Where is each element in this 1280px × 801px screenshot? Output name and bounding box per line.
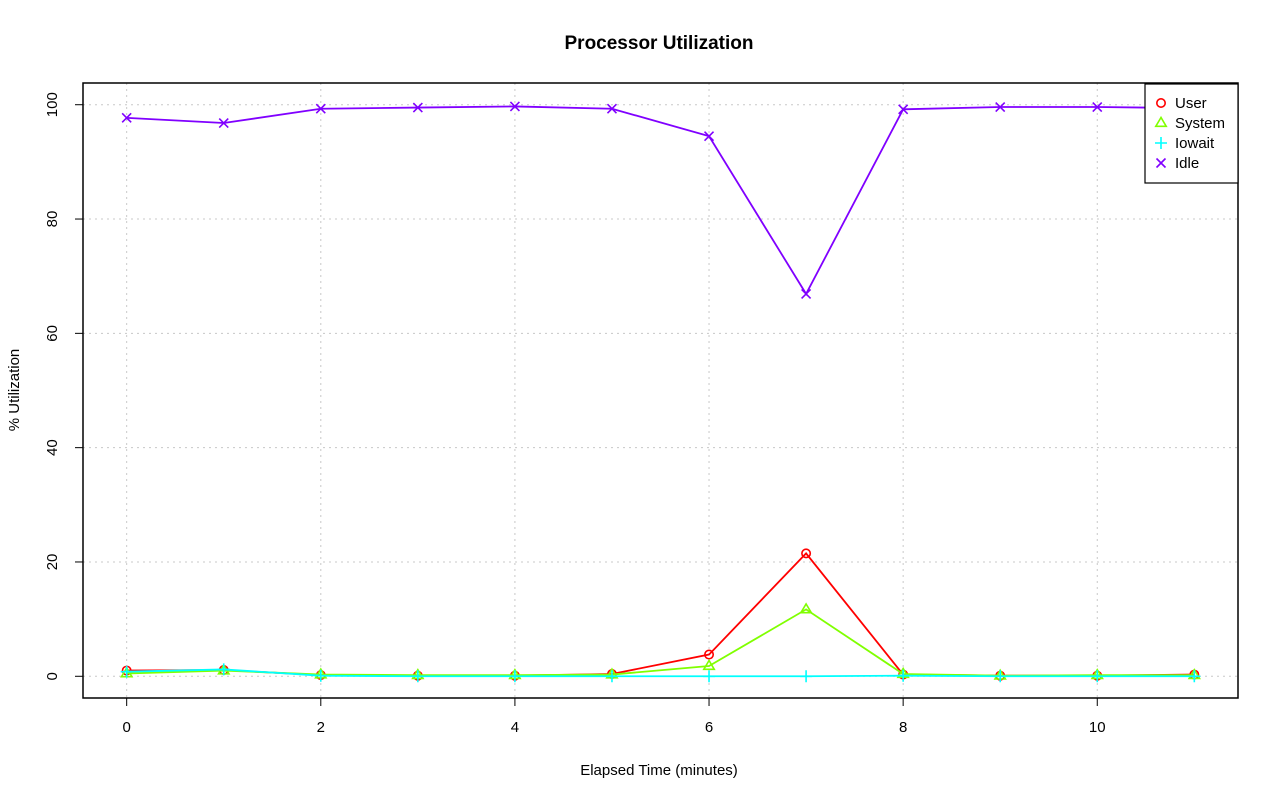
data-point-idle [606, 103, 618, 114]
y-tick-label: 100 [44, 92, 61, 117]
y-tick-label: 60 [44, 325, 61, 342]
legend-marker-iowait [1155, 137, 1167, 149]
data-point-user [801, 548, 812, 559]
series-idle [121, 101, 1200, 299]
series-line-system [126, 608, 1195, 677]
x-tick-label: 2 [317, 719, 325, 736]
data-point-iowait [800, 670, 813, 683]
legend-marker-system [1154, 115, 1168, 128]
y-axis-label: % Utilization [6, 349, 23, 432]
x-tick-label: 0 [123, 719, 131, 736]
legend: User System Iowait Idle [1144, 83, 1239, 184]
series-line-user [126, 552, 1195, 677]
data-point-idle [218, 117, 229, 129]
y-axis: 0 20 40 60 80 100 [44, 92, 83, 680]
data-point-idle [995, 101, 1006, 113]
x-axis-label: Elapsed Time (minutes) [580, 762, 738, 779]
x-axis: 0 2 4 6 8 10 [123, 698, 1106, 736]
data-point-idle [801, 288, 812, 299]
data-point-idle [412, 102, 423, 113]
plot-frame [82, 82, 1239, 699]
legend-box [1144, 83, 1239, 184]
y-tick-label: 80 [44, 211, 61, 228]
data-point-idle [898, 104, 909, 115]
data-point-idle [703, 131, 715, 142]
data-point-iowait [897, 669, 910, 682]
data-point-iowait [411, 670, 424, 683]
data-point-system [702, 658, 716, 671]
data-point-iowait [1188, 670, 1201, 683]
chart-title: Processor Utilization [565, 33, 754, 54]
x-tick-label: 6 [705, 719, 713, 736]
data-point-iowait [508, 670, 521, 683]
grid [83, 83, 1238, 698]
data-point-iowait [994, 670, 1007, 683]
legend-label-system: System [1175, 115, 1225, 132]
legend-label-iowait: Iowait [1175, 135, 1215, 152]
legend-label-user: User [1175, 95, 1207, 112]
data-point-user [704, 649, 715, 660]
series-system [120, 602, 1201, 680]
x-tick-label: 10 [1089, 719, 1106, 736]
series-line-idle [126, 105, 1195, 296]
y-tick-label: 0 [44, 672, 61, 680]
data-point-idle [121, 112, 132, 123]
data-point-iowait [217, 663, 230, 676]
series-group [120, 101, 1201, 683]
data-point-system [799, 602, 813, 614]
data-point-iowait [314, 669, 327, 682]
y-tick-label: 20 [44, 554, 61, 571]
series-iowait [120, 663, 1201, 683]
x-tick-label: 8 [899, 719, 907, 736]
series-line-iowait [126, 668, 1195, 678]
legend-marker-idle [1155, 157, 1167, 169]
y-tick-label: 40 [44, 439, 61, 456]
data-point-idle [509, 101, 520, 112]
legend-label-idle: Idle [1175, 155, 1199, 172]
series-user [121, 548, 1200, 681]
data-point-iowait [703, 670, 716, 683]
data-point-idle [315, 103, 326, 114]
data-point-iowait [1091, 670, 1104, 683]
data-point-iowait [120, 665, 133, 678]
data-point-idle [1092, 101, 1103, 113]
data-point-iowait [605, 670, 618, 683]
x-tick-label: 4 [511, 719, 519, 736]
legend-marker-user [1156, 98, 1167, 109]
